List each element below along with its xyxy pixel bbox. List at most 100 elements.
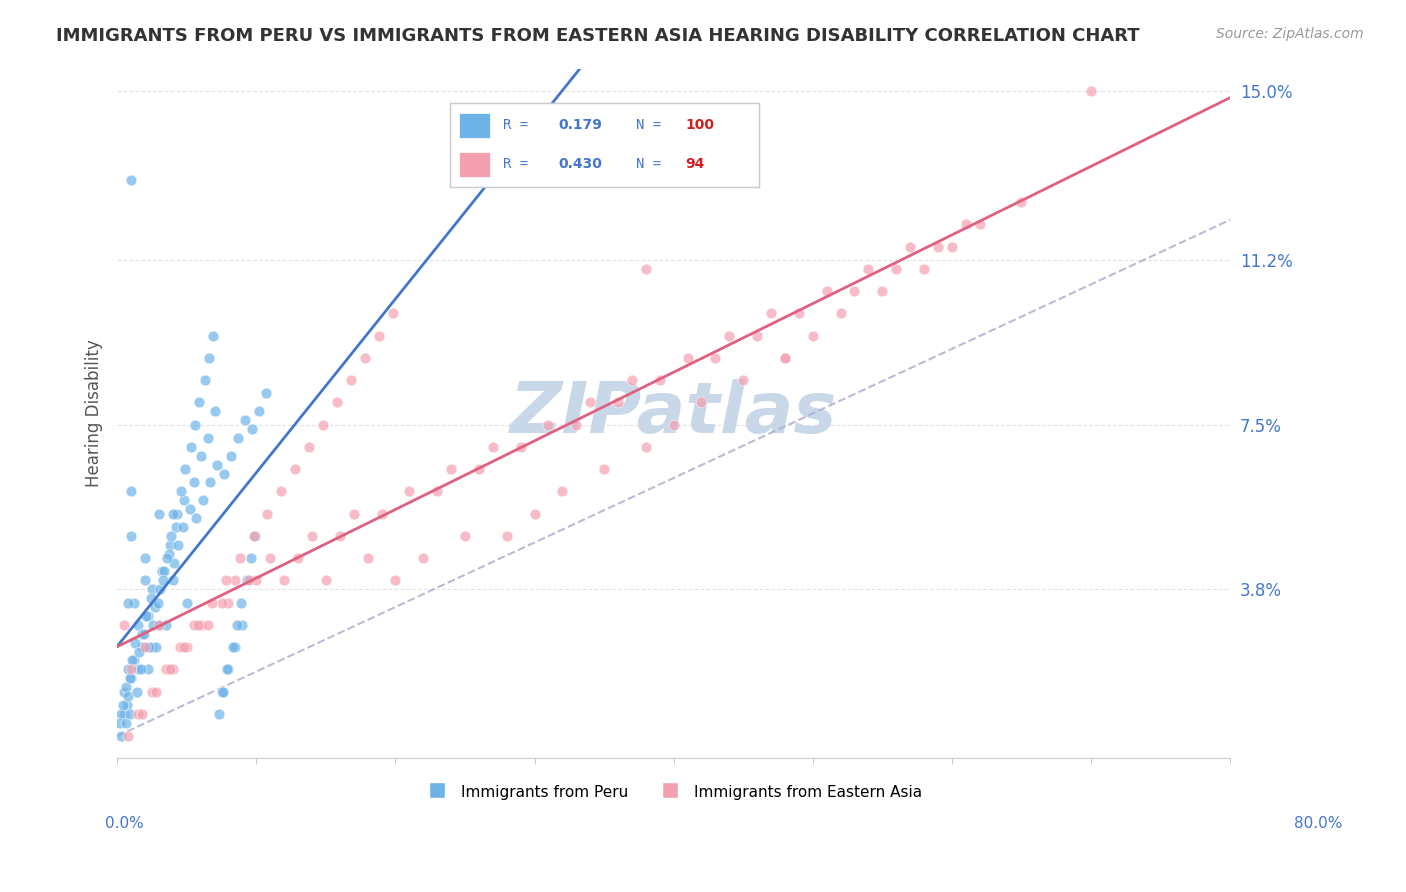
Point bbox=[270, 484, 292, 499]
Point bbox=[122, 596, 145, 610]
Point bbox=[225, 617, 247, 632]
Point bbox=[301, 529, 323, 543]
Point bbox=[174, 462, 197, 476]
Point bbox=[676, 351, 699, 365]
Point bbox=[120, 529, 142, 543]
Text: 80.0%: 80.0% bbox=[1295, 816, 1343, 831]
Point bbox=[201, 596, 224, 610]
Point bbox=[284, 462, 307, 476]
Text: N =: N = bbox=[636, 158, 669, 171]
Point bbox=[733, 373, 755, 387]
Point bbox=[127, 706, 149, 721]
Point bbox=[132, 626, 155, 640]
Point bbox=[145, 684, 167, 698]
Point bbox=[212, 684, 235, 698]
Point bbox=[787, 306, 810, 320]
Point bbox=[138, 640, 160, 654]
Point bbox=[162, 662, 184, 676]
Point bbox=[242, 529, 264, 543]
Point bbox=[326, 395, 349, 409]
Point bbox=[152, 574, 174, 588]
Point bbox=[690, 395, 713, 409]
Point bbox=[224, 640, 246, 654]
Point bbox=[145, 640, 167, 654]
Y-axis label: Hearing Disability: Hearing Disability bbox=[86, 340, 103, 487]
Point bbox=[165, 520, 187, 534]
Point bbox=[194, 373, 217, 387]
Point bbox=[912, 261, 935, 276]
Point bbox=[131, 706, 153, 721]
Point bbox=[127, 617, 149, 632]
Point bbox=[523, 507, 546, 521]
Point bbox=[211, 684, 233, 698]
Point bbox=[207, 458, 229, 472]
Point bbox=[440, 462, 463, 476]
Point bbox=[579, 395, 602, 409]
Point bbox=[370, 507, 392, 521]
Point bbox=[228, 551, 250, 566]
Text: R =: R = bbox=[502, 119, 536, 132]
Point bbox=[117, 729, 139, 743]
Point bbox=[231, 617, 253, 632]
Point bbox=[243, 529, 266, 543]
Point bbox=[148, 617, 170, 632]
Point bbox=[197, 431, 219, 445]
Point bbox=[219, 449, 242, 463]
Point bbox=[298, 440, 321, 454]
Point bbox=[955, 217, 977, 231]
Point bbox=[773, 351, 796, 365]
Point bbox=[142, 617, 165, 632]
Point bbox=[551, 484, 574, 499]
Point bbox=[927, 239, 949, 253]
Point bbox=[287, 551, 309, 566]
Point bbox=[162, 507, 184, 521]
Point bbox=[704, 351, 727, 365]
Point bbox=[108, 715, 131, 730]
Point bbox=[214, 467, 236, 481]
Point bbox=[329, 529, 352, 543]
Point bbox=[112, 684, 135, 698]
Point bbox=[190, 617, 212, 632]
Text: 100: 100 bbox=[685, 119, 714, 132]
Point bbox=[224, 574, 246, 588]
Point bbox=[340, 373, 363, 387]
Point bbox=[117, 689, 139, 703]
Point bbox=[381, 306, 404, 320]
Point bbox=[235, 574, 257, 588]
Point bbox=[759, 306, 782, 320]
Point bbox=[170, 484, 193, 499]
Point bbox=[136, 662, 159, 676]
Point bbox=[367, 328, 389, 343]
Point bbox=[315, 574, 337, 588]
Point bbox=[155, 662, 177, 676]
Point bbox=[148, 507, 170, 521]
Point bbox=[259, 551, 281, 566]
Point bbox=[173, 640, 195, 654]
Point bbox=[312, 417, 335, 432]
Text: 0.0%: 0.0% bbox=[105, 816, 145, 831]
Point bbox=[1010, 194, 1032, 209]
FancyBboxPatch shape bbox=[460, 112, 491, 138]
Point bbox=[468, 462, 491, 476]
Point bbox=[156, 551, 179, 566]
Point bbox=[167, 538, 190, 552]
Point bbox=[662, 417, 685, 432]
Point bbox=[240, 422, 263, 436]
Point bbox=[634, 261, 657, 276]
Point bbox=[125, 684, 148, 698]
Point bbox=[197, 617, 219, 632]
Text: 0.430: 0.430 bbox=[558, 158, 602, 171]
Point bbox=[620, 373, 643, 387]
Point bbox=[176, 596, 198, 610]
Point bbox=[238, 574, 260, 588]
Point bbox=[384, 574, 406, 588]
Point bbox=[139, 591, 162, 606]
Point bbox=[112, 617, 135, 632]
Point bbox=[184, 417, 207, 432]
Point bbox=[131, 640, 153, 654]
Point bbox=[162, 574, 184, 588]
Point bbox=[426, 484, 449, 499]
Text: 0.179: 0.179 bbox=[558, 119, 602, 132]
Point bbox=[858, 261, 880, 276]
Point bbox=[745, 328, 768, 343]
